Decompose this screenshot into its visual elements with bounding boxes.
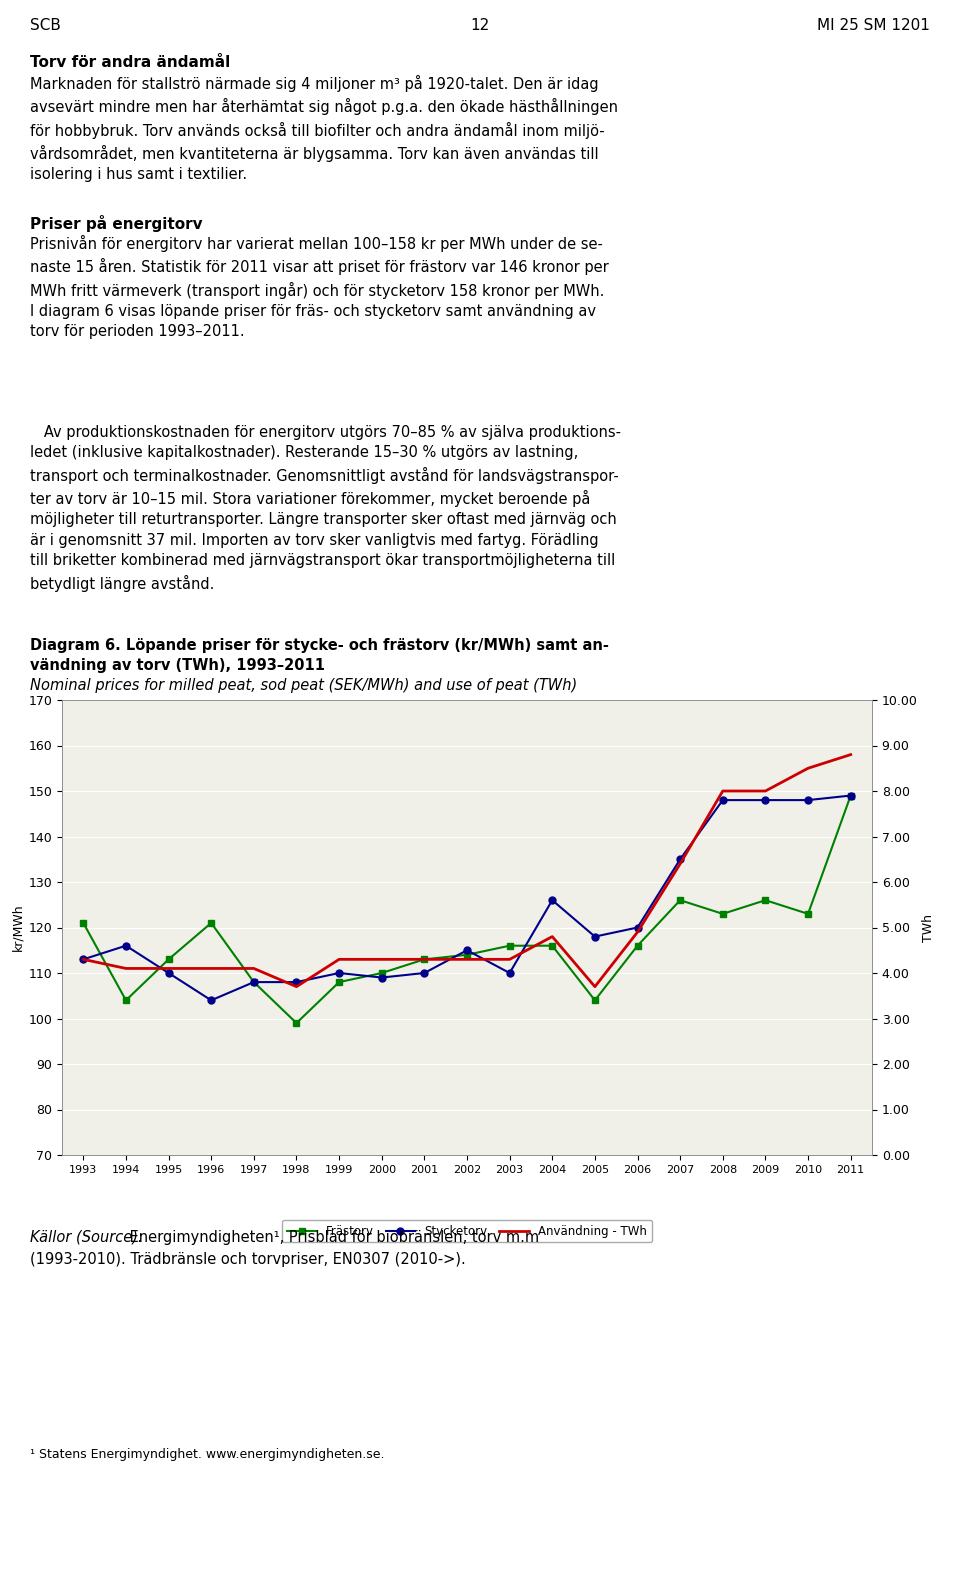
Text: Priser på energitorv: Priser på energitorv [30, 215, 203, 232]
Text: Källor (Source):: Källor (Source): [30, 1230, 143, 1244]
Text: Energimyndigheten¹, Prisblad för biobränslen, torv m.m: Energimyndigheten¹, Prisblad för biobrän… [125, 1230, 540, 1244]
Text: (1993-2010). Trädbränsle och torvpriser, EN0307 (2010->).: (1993-2010). Trädbränsle och torvpriser,… [30, 1252, 466, 1266]
Text: 12: 12 [470, 17, 490, 33]
Y-axis label: kr/MWh: kr/MWh [12, 903, 24, 951]
Text: Nominal prices for milled peat, sod peat (SEK/MWh) and use of peat (TWh): Nominal prices for milled peat, sod peat… [30, 677, 577, 693]
Text: Prisnivån för energitorv har varierat mellan 100–158 kr per MWh under de se-
nas: Prisnivån för energitorv har varierat me… [30, 235, 609, 339]
Text: Torv för andra ändamål: Torv för andra ändamål [30, 55, 230, 69]
Text: Diagram 6. Löpande priser för stycke- och frästorv (kr/MWh) samt an-
vändning av: Diagram 6. Löpande priser för stycke- oc… [30, 638, 609, 673]
Text: SCB: SCB [30, 17, 60, 33]
Legend: Frästorv, Stycketorv, Användning - TWh: Frästorv, Stycketorv, Användning - TWh [282, 1221, 652, 1243]
Text: ¹ Statens Energimyndighet. www.energimyndigheten.se.: ¹ Statens Energimyndighet. www.energimyn… [30, 1448, 385, 1461]
Y-axis label: TWh: TWh [922, 914, 935, 941]
Text: Marknaden för stallströ närmade sig 4 miljoner m³ på 1920-talet. Den är idag
avs: Marknaden för stallströ närmade sig 4 mi… [30, 74, 618, 183]
Text: Av produktionskostnaden för energitorv utgörs 70–85 % av själva produktions-
led: Av produktionskostnaden för energitorv u… [30, 425, 621, 592]
Text: MI 25 SM 1201: MI 25 SM 1201 [817, 17, 930, 33]
